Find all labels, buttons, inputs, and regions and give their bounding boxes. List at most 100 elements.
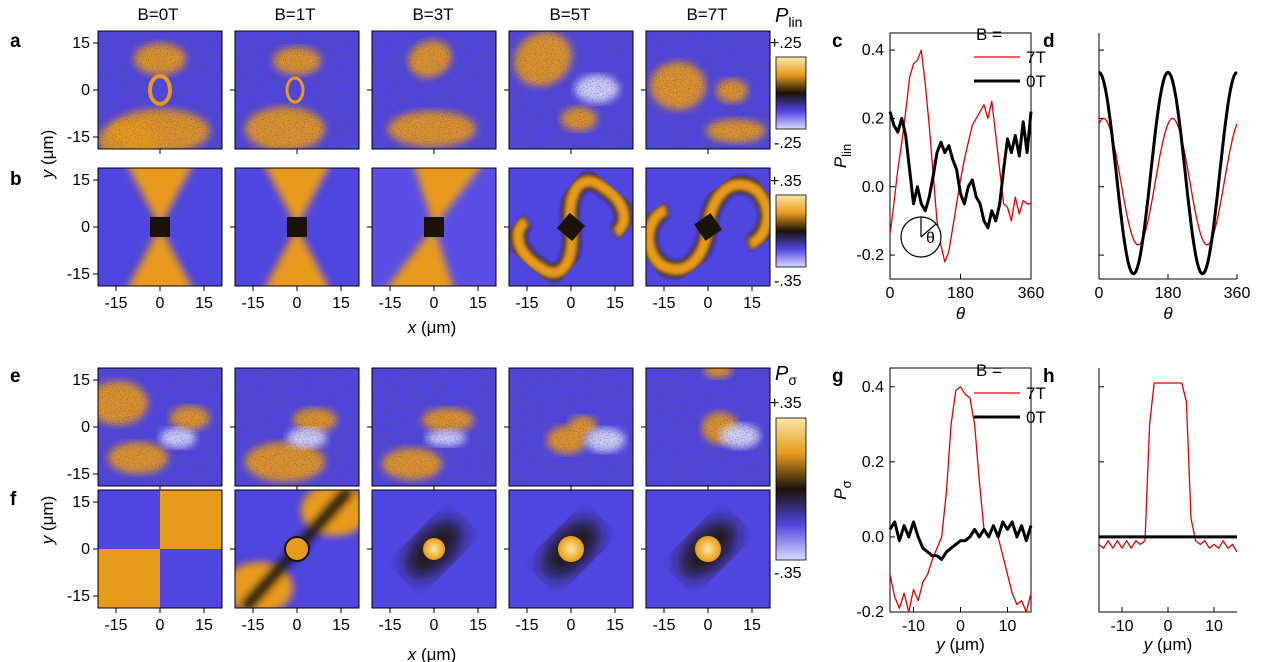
ytick-g: 0.4 bbox=[862, 379, 884, 396]
map-b-4: -15 0 15 bbox=[641, 167, 771, 312]
colorbar-e: Pσ +.35 -.35 bbox=[770, 363, 807, 582]
colorbar-bottom-e: -.35 bbox=[774, 565, 802, 582]
map-e-0: 15 0 -15 bbox=[67, 367, 223, 491]
angle-inset-label: θ bbox=[926, 230, 935, 247]
map-ytick: 0 bbox=[81, 82, 90, 99]
field-label-3: B=5T bbox=[549, 5, 590, 24]
map-e-1 bbox=[230, 367, 360, 491]
map-xtick: 0 bbox=[293, 295, 302, 312]
map-a-1 bbox=[230, 30, 360, 154]
map-a-0: 15 0 -15 bbox=[67, 30, 223, 154]
field-label-1: B=1T bbox=[274, 5, 315, 24]
colorbar-top-a: +.25 bbox=[770, 35, 802, 52]
colorbar-top-b: +.35 bbox=[770, 173, 802, 190]
map-a-2 bbox=[367, 30, 497, 154]
xtick-c: 0 bbox=[886, 285, 895, 302]
map-xtick: 15 bbox=[332, 617, 350, 634]
map-f-1: -15 0 15 bbox=[230, 489, 360, 634]
field-label-0: B=0T bbox=[137, 5, 178, 24]
panel-label-f: f bbox=[10, 489, 17, 510]
map-ytick: 15 bbox=[72, 35, 90, 52]
xlabel-c: θ bbox=[956, 304, 966, 323]
panel-label-c: c bbox=[832, 31, 843, 52]
map-xtick: 15 bbox=[469, 295, 487, 312]
colorbar-a: Plin +.25 -.25 bbox=[770, 5, 807, 152]
map-ytick: 0 bbox=[81, 541, 90, 558]
xtick-d: 0 bbox=[1095, 285, 1104, 302]
xlabel-g: y (μm) bbox=[935, 635, 985, 654]
map-f-3: -15 0 15 bbox=[504, 489, 634, 634]
series-h-7T bbox=[1098, 382, 1238, 553]
map-xtick: 0 bbox=[704, 617, 713, 634]
xlabel-d: θ bbox=[1163, 304, 1173, 323]
xtick-d: 180 bbox=[1155, 285, 1182, 302]
map-ytick: 15 bbox=[72, 494, 90, 511]
xtick-d: 360 bbox=[1224, 285, 1251, 302]
colorbar-top-e: +.35 bbox=[770, 395, 802, 412]
chart-g: -10 0 10 0.4 0.2 0.0 -0.2 y (μm) Pσ bbox=[831, 367, 1033, 654]
map-xtick: 15 bbox=[743, 295, 761, 312]
map-xtick: -15 bbox=[515, 295, 538, 312]
map-b-0: 15 0 -15 -15 0 15 bbox=[67, 167, 223, 312]
panel-label-b: b bbox=[10, 169, 22, 190]
map-xtick: -15 bbox=[652, 295, 675, 312]
chart-d: 0 180 360 θ bbox=[1095, 33, 1251, 323]
colorbar-b: +.35 -.35 bbox=[770, 173, 807, 290]
map-ytick: -15 bbox=[67, 466, 90, 483]
legend-title: B = bbox=[976, 361, 1002, 380]
legend-entry-7T: 7T bbox=[1026, 384, 1046, 403]
legend-entry-0T: 0T bbox=[1026, 72, 1046, 91]
xlabel-h: y (μm) bbox=[1143, 635, 1193, 654]
map-xtick: 0 bbox=[293, 617, 302, 634]
xtick-g: 0 bbox=[956, 618, 965, 635]
legend-c: B = 7T 0T bbox=[974, 25, 1046, 91]
line-charts: 0 180 360 0.4 0.2 0.0 -0.2 θ Plin θ 0 180 360 θ -10 0 10… bbox=[831, 25, 1250, 654]
maps-xlabel-bottom: x (μm) bbox=[407, 645, 457, 662]
map-grid: 15 0 -15 15 0 -15 -15 0 15 -15 0 15 -15 0 15 -15 0 15 -15 0… bbox=[67, 30, 771, 634]
map-xtick: 15 bbox=[195, 617, 213, 634]
colorbar-bottom-b: -.35 bbox=[774, 273, 802, 290]
map-xtick: 15 bbox=[195, 295, 213, 312]
map-a-4 bbox=[641, 30, 771, 154]
panel-label-h: h bbox=[1043, 366, 1055, 387]
colorbar-title-a: Plin bbox=[775, 5, 802, 30]
map-e-2 bbox=[367, 367, 497, 491]
ytick-c: 0.4 bbox=[862, 42, 884, 59]
ylabel-c: Plin bbox=[831, 144, 854, 168]
xtick-c: 180 bbox=[947, 285, 974, 302]
map-xtick: 15 bbox=[606, 617, 624, 634]
xtick-h: 10 bbox=[1205, 618, 1223, 635]
map-ytick: 15 bbox=[72, 172, 90, 189]
map-xtick: -15 bbox=[652, 617, 675, 634]
map-xtick: -15 bbox=[241, 295, 264, 312]
map-xtick: 0 bbox=[156, 617, 165, 634]
series-c-0T bbox=[888, 111, 1033, 230]
map-xtick: -15 bbox=[378, 617, 401, 634]
xtick-h: 0 bbox=[1164, 618, 1173, 635]
series-d-7T bbox=[1098, 117, 1238, 246]
map-xtick: -15 bbox=[104, 617, 127, 634]
panel-label-a: a bbox=[10, 31, 21, 52]
legend-title: B = bbox=[976, 25, 1002, 44]
ytick-g: -0.2 bbox=[856, 604, 884, 621]
map-xtick: 0 bbox=[156, 295, 165, 312]
map-xtick: 15 bbox=[332, 295, 350, 312]
ytick-c: 0.0 bbox=[862, 179, 884, 196]
map-xtick: 0 bbox=[567, 295, 576, 312]
map-xtick: 15 bbox=[606, 295, 624, 312]
legend-entry-7T: 7T bbox=[1026, 48, 1046, 67]
ytick-g: 0.0 bbox=[862, 529, 884, 546]
map-xtick: 0 bbox=[430, 295, 439, 312]
series-d-0T bbox=[1098, 70, 1238, 276]
panel-label-g: g bbox=[832, 366, 844, 387]
ytick-g: 0.2 bbox=[862, 454, 884, 471]
map-e-4 bbox=[641, 367, 771, 491]
map-b-2: -15 0 15 bbox=[367, 167, 497, 312]
series-g-7T bbox=[889, 386, 1032, 613]
angle-inset-icon: θ bbox=[900, 216, 942, 258]
ytick-c: -0.2 bbox=[856, 247, 884, 264]
map-xtick: 15 bbox=[743, 617, 761, 634]
map-xtick: 0 bbox=[704, 295, 713, 312]
map-ytick: 0 bbox=[81, 419, 90, 436]
